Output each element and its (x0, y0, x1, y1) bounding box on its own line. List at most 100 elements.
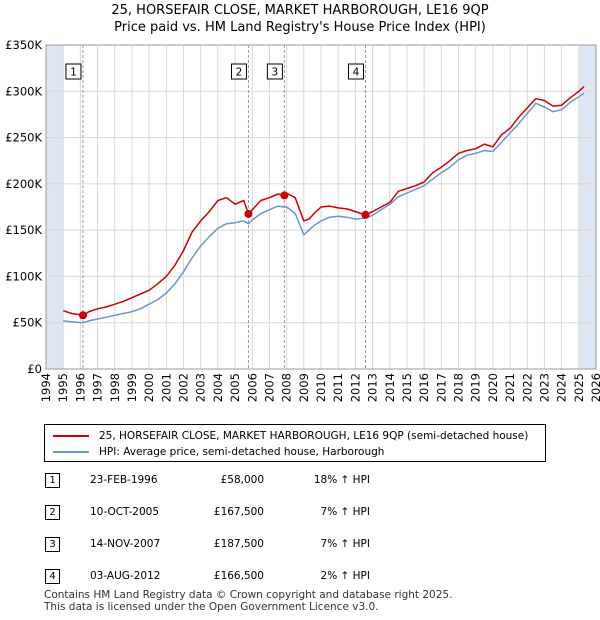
sale-number-label: 1 (70, 67, 77, 79)
x-tick-label: 2022 (520, 373, 534, 402)
footer-line1: Contains HM Land Registry data © Crown c… (44, 589, 453, 601)
chart-title-line2: Price paid vs. HM Land Registry's House … (114, 20, 486, 35)
hatch-line (535, 325, 579, 369)
sale-date: 03-AUG-2012 (90, 570, 161, 582)
legend-label-property: 25, HORSEFAIR CLOSE, MARKET HARBOROUGH, … (99, 430, 529, 442)
x-tick-label: 2008 (280, 373, 294, 402)
sale-number-label: 3 (272, 67, 279, 79)
footer-attribution: Contains HM Land Registry data © Crown c… (44, 589, 452, 613)
hatch-line (551, 341, 579, 369)
x-tick-label: 2006 (245, 373, 259, 402)
chart-title: 25, HORSEFAIR CLOSE, MARKET HARBOROUGH, … (0, 2, 600, 36)
x-tick-label: 2007 (262, 373, 276, 402)
x-tick-label: 2000 (142, 373, 156, 402)
sale-hpi-change: 18% ↑ HPI (313, 474, 370, 486)
legend-label-hpi: HPI: Average price, semi-detached house,… (99, 446, 385, 458)
x-tick-label: 1996 (73, 373, 87, 402)
y-tick-label: £50K (13, 316, 43, 330)
chart-title-line1: 25, HORSEFAIR CLOSE, MARKET HARBOROUGH, … (111, 3, 489, 18)
sale-point (280, 191, 289, 200)
footer-line2: This data is licensed under the Open Gov… (44, 601, 379, 613)
shaded-range (46, 45, 64, 369)
sale-number-box (230, 63, 247, 80)
x-tick-label: 2014 (383, 373, 397, 402)
sale-number-badge: 3 (45, 537, 60, 552)
x-tick-label: 2020 (486, 373, 500, 402)
x-tick-label: 2016 (417, 373, 431, 402)
x-tick-label: 1998 (108, 373, 122, 402)
x-tick-label: 1995 (56, 373, 70, 402)
hatch-line (531, 321, 579, 369)
sale-row: 4 03-AUG-2012 £166,500 2% ↑ HPI (40, 568, 600, 588)
hatch-line (571, 361, 579, 369)
x-tick-label: 2017 (434, 373, 448, 402)
sale-number-badge: 1 (45, 473, 60, 488)
hatch-line (563, 353, 579, 369)
hatch-line (519, 309, 579, 369)
sale-price: £187,500 (213, 538, 264, 550)
sale-date: 14-NOV-2007 (90, 538, 161, 550)
sale-hpi-change: 7% ↑ HPI (320, 538, 370, 550)
x-tick-label: 2013 (366, 373, 380, 402)
x-tick-label: 2025 (572, 373, 586, 402)
hatch-line (503, 293, 579, 369)
sale-number-label: 4 (353, 67, 360, 79)
sale-point (244, 209, 253, 218)
hatch-line (555, 345, 579, 369)
legend-swatch-hpi (53, 451, 89, 453)
plot-frame (45, 44, 597, 370)
y-tick-label: £350K (5, 38, 42, 52)
hatch-line (567, 357, 579, 369)
x-tick-label: 2021 (503, 373, 517, 402)
x-tick-label: 2003 (194, 373, 208, 402)
sale-point (361, 210, 370, 219)
x-tick-label: 1997 (91, 373, 105, 402)
sale-date: 23-FEB-1996 (90, 474, 158, 486)
sale-price: £58,000 (220, 474, 264, 486)
x-tick-label: 1994 (39, 373, 53, 402)
sale-number-label: 2 (236, 67, 243, 79)
legend-item-property: 25, HORSEFAIR CLOSE, MARKET HARBOROUGH, … (53, 428, 528, 444)
x-tick-label: 2015 (400, 373, 414, 402)
sale-hpi-change: 2% ↑ HPI (320, 570, 370, 582)
sale-number-box (348, 63, 365, 80)
sale-point (78, 311, 87, 320)
hatch-line (543, 333, 579, 369)
x-tick-label: 2001 (159, 373, 173, 402)
sale-row: 2 10-OCT-2005 £167,500 7% ↑ HPI (40, 504, 600, 524)
y-tick-label: £250K (5, 131, 42, 145)
x-tick-label: 1999 (125, 373, 139, 402)
hatch-line (499, 289, 579, 369)
shaded-range (578, 45, 596, 369)
property-series-line (62, 86, 585, 317)
x-tick-label: 2018 (452, 373, 466, 402)
sale-number-badge: 4 (45, 569, 60, 584)
sale-price: £167,500 (213, 506, 264, 518)
hatch-line (575, 365, 579, 369)
x-tick-label: 2004 (211, 373, 225, 402)
sale-number-box (266, 63, 283, 80)
legend-swatch-property (53, 435, 89, 437)
x-tick-label: 2009 (297, 373, 311, 402)
hpi-series-line (63, 92, 585, 324)
x-tick-label: 2026 (589, 373, 600, 402)
legend-item-hpi: HPI: Average price, semi-detached house,… (53, 444, 384, 460)
sale-hpi-change: 7% ↑ HPI (320, 506, 370, 518)
sale-price: £166,500 (213, 570, 264, 582)
hatch-line (515, 305, 579, 369)
x-tick-label: 2024 (555, 373, 569, 402)
x-tick-label: 2012 (348, 373, 362, 402)
chart-plot: £0 £50K £100K £150K £200K £250K £300K £350K 1994… (5, 38, 600, 402)
sale-number-box (65, 63, 82, 80)
sale-row: 1 23-FEB-1996 £58,000 18% ↑ HPI (40, 472, 600, 492)
hatch-line (523, 313, 579, 369)
chart-legend: 25, HORSEFAIR CLOSE, MARKET HARBOROUGH, … (44, 424, 546, 462)
sale-row: 3 14-NOV-2007 £187,500 7% ↑ HPI (40, 536, 600, 556)
y-tick-label: £300K (5, 84, 42, 98)
hatch-line (507, 297, 579, 369)
x-tick-label: 2011 (331, 373, 345, 402)
x-tick-label: 2023 (537, 373, 551, 402)
sale-date: 10-OCT-2005 (90, 506, 159, 518)
hatch-line (527, 317, 579, 369)
x-tick-label: 2002 (177, 373, 191, 402)
